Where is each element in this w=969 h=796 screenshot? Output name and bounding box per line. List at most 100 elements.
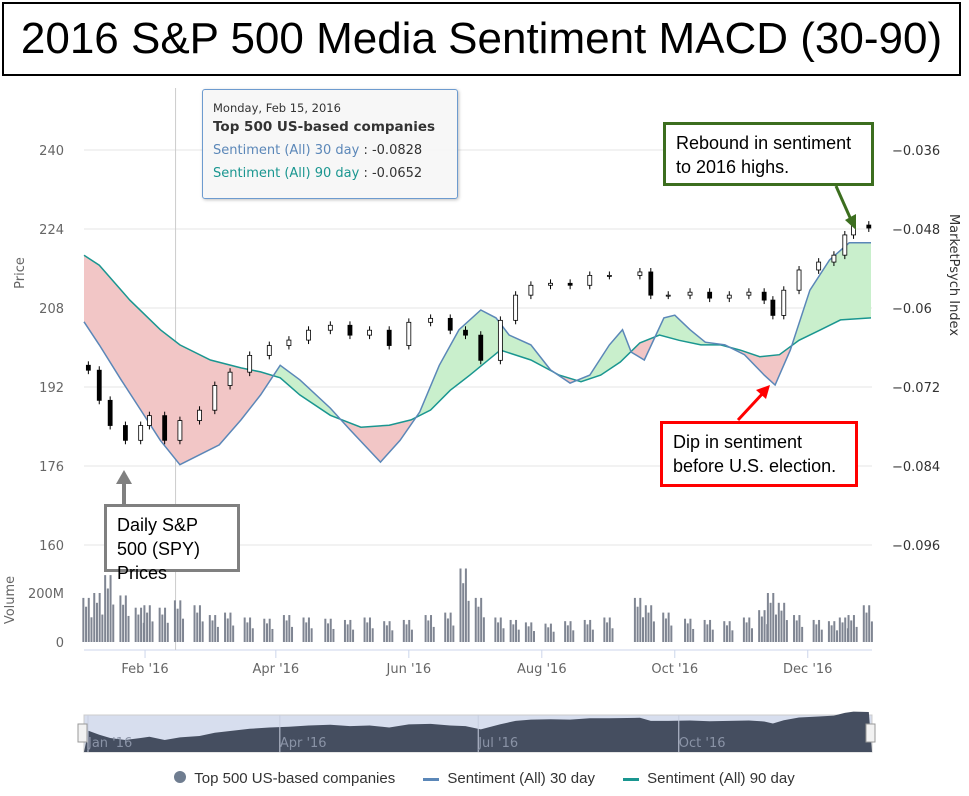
volume-bar [748,617,751,642]
volume-bar [783,602,786,642]
legend-item-s30[interactable]: Sentiment (All) 30 day [423,770,595,787]
candlestick [327,324,333,331]
volume-bar [795,620,798,642]
volume-bar [760,616,763,642]
volume-bar [446,618,449,642]
volume-bar [855,626,858,642]
candlestick [107,399,113,426]
volume-bar [302,617,305,642]
volume-bar [711,629,714,642]
volume-bar [371,628,374,642]
volume-bar [838,617,841,642]
volume-bar [268,618,271,642]
volume-bar [408,619,411,642]
volume-bar [329,618,332,642]
volume-bar [214,615,217,642]
volume-bar [368,617,371,642]
line-icon [623,777,640,781]
volume-bar [815,624,818,642]
volume-bar [288,615,291,642]
volume-bar [827,621,830,642]
navigator-handle[interactable] [865,723,876,743]
candlestick [665,294,671,297]
candlestick [146,415,152,426]
volume-bar [723,621,726,642]
volume-bar [310,628,313,642]
navigator-tick-label: Apr '16 [280,736,327,751]
candlestick [816,261,822,271]
volume-bar [193,605,196,642]
volume-bar [841,622,844,642]
candlestick [796,269,802,291]
volume-bar [249,617,252,642]
volume-bar [109,575,112,642]
candlestick [367,329,372,336]
left-tick-label: 240 [39,144,64,159]
tooltip-date: Monday, Feb 15, 2016 [213,101,341,115]
volume-bar [527,626,530,642]
volume-bar [591,629,594,642]
x-tick-label: Feb '16 [121,662,168,677]
volume-bar [742,617,745,642]
volume-bar [388,621,391,642]
legend-item-s90[interactable]: Sentiment (All) 90 day [623,770,795,787]
candlestick [96,369,102,401]
volume-bar [586,624,589,642]
volume-bar [780,610,783,642]
volume-bar [494,617,497,642]
volume-bar [291,626,294,642]
volume-bar [164,607,167,642]
volume-bar [229,612,232,642]
candlestick [386,329,392,346]
volume-bar [82,597,85,642]
volume-bar [868,605,871,642]
volume-bar [391,630,394,642]
candlestick [347,324,353,336]
candlestick [761,291,767,301]
volume-bar [502,628,505,642]
annotation-rebound: Rebound in sentiment to 2016 highs. [663,122,874,186]
candlestick [606,275,612,277]
volume-bar [87,597,90,642]
volume-bar [830,625,833,642]
left-axis-title: Price [13,257,28,289]
volume-bar [477,606,480,642]
volume-bar [706,624,709,642]
volume-bar [459,568,462,642]
right-tick-label: −0.072 [892,381,940,396]
volume-bar [271,628,274,642]
volume-bar [124,595,127,642]
volume-bar [499,617,502,642]
legend-label: Sentiment (All) 90 day [647,770,795,787]
right-axis-title: MarketPsych Index [946,214,961,336]
legend-item-price[interactable]: Top 500 US-based companies [174,770,395,787]
navigator-handle[interactable] [77,723,88,743]
volume-bar [93,593,96,642]
volume-bar [728,621,731,642]
arrowhead-icon [845,214,856,230]
volume-bar [101,614,104,642]
volume-bar [751,628,753,642]
volume-bar [140,607,143,642]
volume-bar [464,568,467,642]
candlestick [831,254,837,263]
volume-bar [608,617,611,642]
x-tick-label: Aug '16 [517,662,567,677]
volume-bar [346,624,349,642]
volume-bar [432,626,435,642]
volume-bar [763,610,766,642]
volume-bar [161,614,164,642]
volume-bar [90,617,93,642]
volume-bar [647,612,650,642]
positive-macd-area [84,242,871,428]
chart-title: 2016 S&P 500 Media Sentiment MACD (30-90… [2,2,961,76]
volume-bar [151,621,154,642]
volume-bar [482,617,485,642]
volume-bar [745,622,748,642]
volume-bar [564,621,567,642]
volume-bar [182,618,185,642]
volume-bar [852,615,855,642]
volume-bar [709,619,712,642]
volume-bar [352,629,355,642]
